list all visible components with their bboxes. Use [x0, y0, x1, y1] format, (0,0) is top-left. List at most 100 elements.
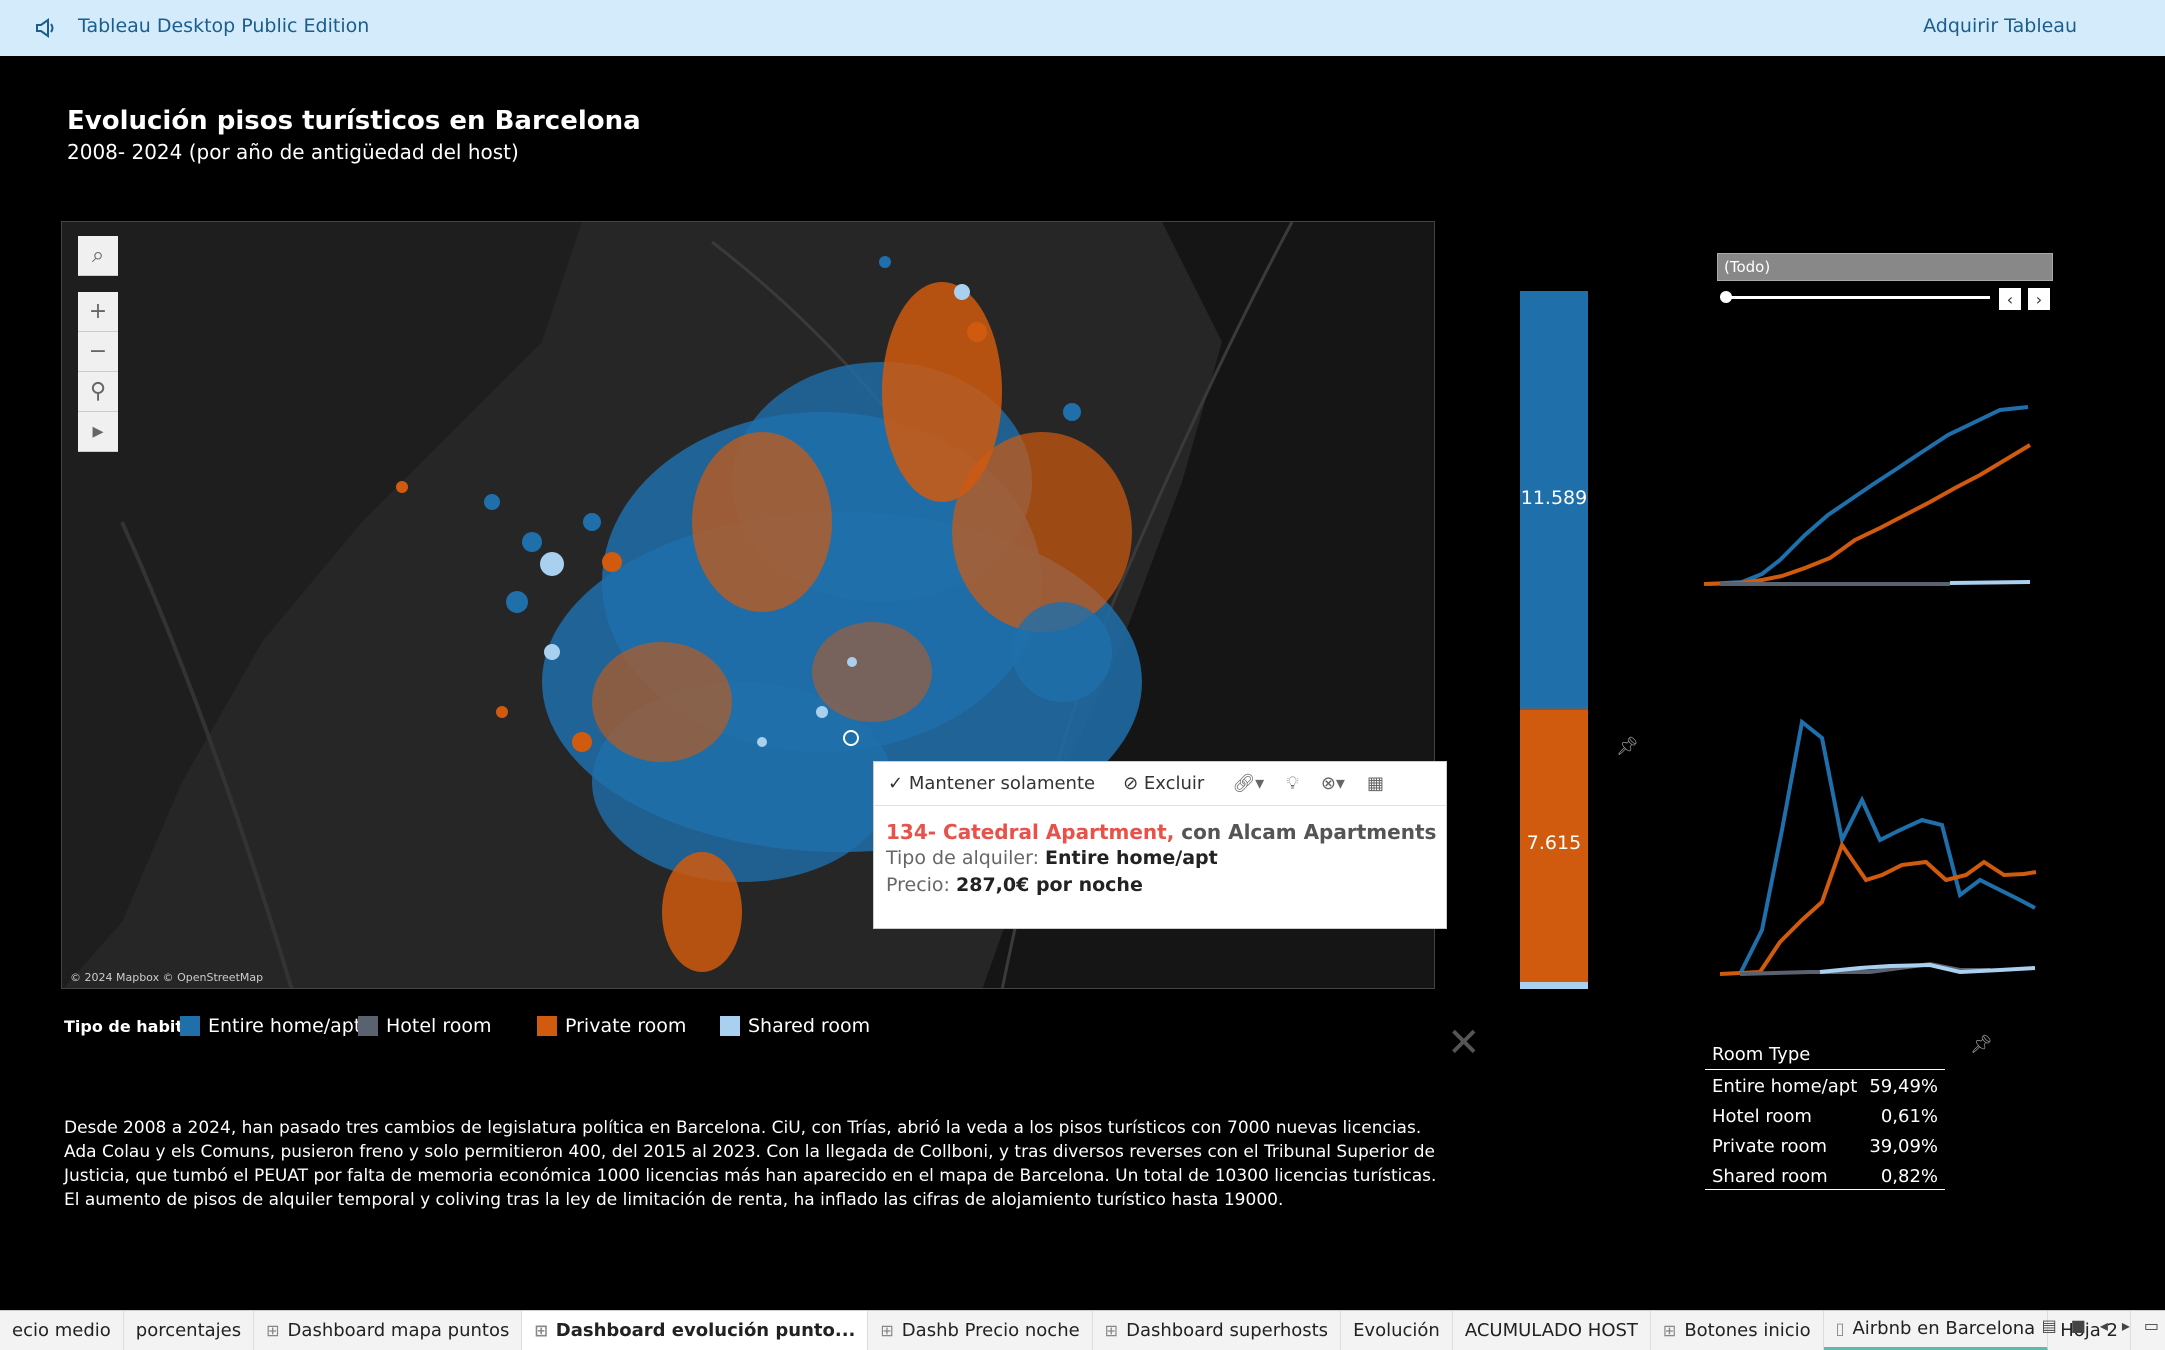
tab-acumulado-host[interactable]: ACUMULADO HOST	[1453, 1311, 1651, 1350]
row-value: 39,09%	[1869, 1136, 1938, 1157]
tab-label: Dashboard mapa puntos	[287, 1320, 510, 1341]
lightbulb-icon[interactable]: 💡︎	[1286, 773, 1299, 794]
tab-botones-inicio[interactable]: ⊞ Botones inicio	[1651, 1311, 1824, 1350]
chevron-left-icon[interactable]: ‹	[1999, 288, 2021, 310]
table-row: Entire home/apt 59,49%	[1705, 1070, 1945, 1100]
bar-segment-private-room[interactable]	[1520, 710, 1588, 982]
tab-label: Dashboard evolución punto...	[555, 1320, 856, 1341]
type-label: Tipo de alquiler:	[886, 847, 1039, 869]
story-icon: ▯	[1835, 1319, 1845, 1338]
exclude-button[interactable]: ⊘ Excluir	[1123, 773, 1205, 794]
line-private-room	[1703, 443, 2032, 586]
acquire-tableau-link[interactable]: Adquirir Tableau	[1923, 15, 2077, 37]
bar-segment-hotel-room[interactable]	[1520, 707, 1588, 710]
legend-label: Entire home/apt	[208, 1015, 362, 1037]
sheet-tabs: ecio medio porcentajes ⊞ Dashboard mapa p…	[0, 1310, 2165, 1350]
dashboard-icon: ⊞	[1662, 1321, 1677, 1340]
filmstrip-icon[interactable]: ▤	[2041, 1316, 2057, 1335]
map-attribution: © 2024 Mapbox © OpenStreetMap	[70, 971, 264, 984]
pin-icon[interactable]: 📌︎	[1616, 736, 1639, 757]
year-slider[interactable]	[1720, 288, 1990, 308]
row-value: 59,49%	[1869, 1076, 1938, 1097]
bar-segment-entire-home[interactable]	[1520, 291, 1588, 707]
dashboard-icon: ⊞	[266, 1321, 280, 1340]
listing-name: 134- Catedral Apartment,	[886, 820, 1175, 844]
tooltip-toolbar: ✓ Mantener solamente ⊘ Excluir 🔗︎▾ 💡︎ ⊗▾…	[874, 762, 1446, 806]
tab-porcentajes[interactable]: porcentajes	[124, 1311, 255, 1350]
bar-segment-shared-room[interactable]	[1520, 982, 1588, 989]
megaphone-icon	[36, 18, 54, 38]
tab-airbnb-en-barcelona[interactable]: ▯ Airbnb en Barcelona	[1823, 1311, 2049, 1350]
pin-icon[interactable]: 📌︎	[1970, 1034, 1993, 1055]
link-icon[interactable]: ⊗▾	[1320, 773, 1345, 794]
slider-track	[1726, 296, 1990, 299]
dashboard-icon: ⊞	[534, 1321, 548, 1340]
tab-evolucion[interactable]: Evolución	[1341, 1311, 1453, 1350]
map-toolbar: ⌕ + − ⚲ ▸	[78, 236, 118, 452]
close-icon[interactable]: ✕	[1447, 1020, 1481, 1066]
legend-swatch	[358, 1016, 378, 1036]
room-type-table: Room Type Entire home/apt 59,49% Hotel ro…	[1705, 1040, 1945, 1190]
description-text: Desde 2008 a 2024, han pasado tres cambi…	[64, 1118, 1437, 1210]
tab-label: ACUMULADO HOST	[1464, 1320, 1638, 1341]
legend-item-hotel-room[interactable]: Hotel room	[358, 1015, 492, 1037]
row-label: Private room	[1712, 1136, 1828, 1157]
line-shared-room	[1949, 580, 2031, 585]
legend-item-private-room[interactable]: Private room	[537, 1015, 686, 1037]
dashboard-subtitle: 2008- 2024 (por año de antigüedad del ho…	[67, 140, 519, 164]
tab-label: Hoja 2	[2060, 1320, 2118, 1341]
tooltip-price: Precio: 287,0€ por noche	[886, 874, 1143, 896]
presentation-icon[interactable]: ▭	[2143, 1316, 2159, 1335]
bar-label-private-room: 7.615	[1526, 832, 1582, 854]
tab-label: Dashb Precio noche	[901, 1320, 1080, 1341]
dashboard-icon: ⊞	[880, 1321, 894, 1340]
dashboard-title: Evolución pisos turísticos en Barcelona	[67, 106, 641, 136]
bar-label-entire-home: 11.589	[1520, 487, 1588, 509]
tab-dashb-precio-noche[interactable]: ⊞ Dashb Precio noche	[868, 1311, 1093, 1350]
top-bar: Tableau Desktop Public Edition Adquirir …	[0, 0, 2165, 56]
prev-sheet-icon[interactable]: ◂	[2099, 1316, 2108, 1335]
zoom-in-icon[interactable]: +	[78, 292, 118, 332]
play-icon[interactable]: ▸	[78, 412, 118, 452]
tab-label: Evolución	[1353, 1320, 1440, 1341]
legend-item-entire-home[interactable]: Entire home/apt	[180, 1015, 361, 1037]
tab-hoja-2[interactable]: Hoja 2	[2048, 1311, 2131, 1350]
app-title: Tableau Desktop Public Edition	[78, 15, 370, 37]
table-header: Room Type	[1705, 1040, 1945, 1070]
legend-label: Private room	[565, 1015, 687, 1037]
row-label: Entire home/apt	[1712, 1076, 1858, 1097]
next-sheet-icon[interactable]: ▸	[2121, 1316, 2130, 1335]
dashboard-icon: ⊞	[1104, 1321, 1119, 1340]
stacked-bar[interactable]: 11.589 7.615	[1520, 291, 1588, 989]
line-private-room-yearly	[1719, 840, 2037, 976]
tab-precio-medio[interactable]: ecio medio	[0, 1311, 124, 1350]
legend-item-shared-room[interactable]: Shared room	[720, 1015, 870, 1037]
search-icon[interactable]: ⌕	[78, 236, 118, 276]
tab-label: Dashboard superhosts	[1126, 1320, 1329, 1341]
grid-view-icon[interactable]: ■	[2070, 1316, 2086, 1335]
legend-swatch	[537, 1016, 557, 1036]
tab-controls: ▤ ■ ◂ ▸ ▭	[2042, 1316, 2159, 1335]
legend-label: Hotel room	[386, 1015, 492, 1037]
tab-dashboard-evolucion[interactable]: ⊞ Dashboard evolución punto...	[522, 1311, 869, 1350]
legend-label: Shared room	[748, 1015, 871, 1037]
chevron-right-icon[interactable]: ›	[2028, 288, 2050, 310]
cumulative-line-chart	[1703, 405, 2032, 586]
type-value: Entire home/apt	[1045, 847, 1218, 869]
tab-label: ecio medio	[12, 1320, 111, 1341]
listing-host: con Alcam Apartments	[1181, 820, 1437, 844]
exclude-label: Excluir	[1143, 773, 1205, 794]
legend-title: Tipo de habit..	[64, 1017, 196, 1036]
year-filter[interactable]: (Todo)	[1717, 253, 2053, 281]
table-view-icon[interactable]: ▦	[1366, 773, 1384, 794]
row-value: 0,82%	[1880, 1166, 1938, 1187]
paperclip-icon[interactable]: 🔗︎▾	[1232, 773, 1265, 794]
keep-only-button[interactable]: ✓ Mantener solamente	[888, 773, 1096, 794]
slider-knob[interactable]	[1720, 291, 1732, 303]
zoom-out-icon[interactable]: −	[78, 332, 118, 372]
tab-label: Botones inicio	[1684, 1320, 1811, 1341]
tab-dashboard-superhosts[interactable]: ⊞ Dashboard superhosts	[1093, 1311, 1342, 1350]
tab-dashboard-mapa-puntos[interactable]: ⊞ Dashboard mapa puntos	[254, 1311, 523, 1350]
table-row: Hotel room 0,61%	[1705, 1100, 1945, 1130]
pin-icon[interactable]: ⚲	[78, 372, 118, 412]
